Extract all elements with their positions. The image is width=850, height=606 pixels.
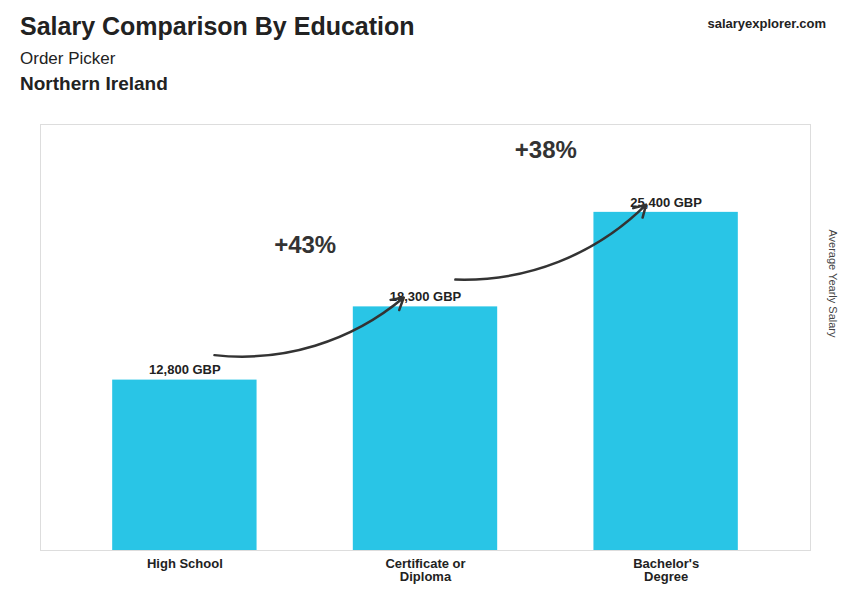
html-text:Order Picker: Order Picker [20, 49, 116, 68]
html-text:Salary Comparison By Education: Salary Comparison By Education [20, 12, 415, 40]
svg-text:+38%: +38% [515, 136, 577, 163]
svg-text:Bachelor'sDegree: Bachelor'sDegree [633, 556, 699, 584]
html-text:salaryexplorer.com: salaryexplorer.com [707, 16, 826, 31]
svg-text:High School: High School [147, 556, 223, 571]
svg-text:12,800 GBP: 12,800 GBP [149, 362, 221, 377]
svg-text:Certificate orDiploma: Certificate orDiploma [385, 556, 465, 584]
svg-text:18,300 GBP: 18,300 GBP [389, 289, 462, 304]
html-text:Northern Ireland: Northern Ireland [20, 73, 168, 94]
svg-text:Average Yearly Salary: Average Yearly Salary [827, 229, 839, 338]
svg-text:+43%: +43% [274, 231, 336, 258]
svg-text:25,400 GBP: 25,400 GBP [630, 194, 702, 210]
